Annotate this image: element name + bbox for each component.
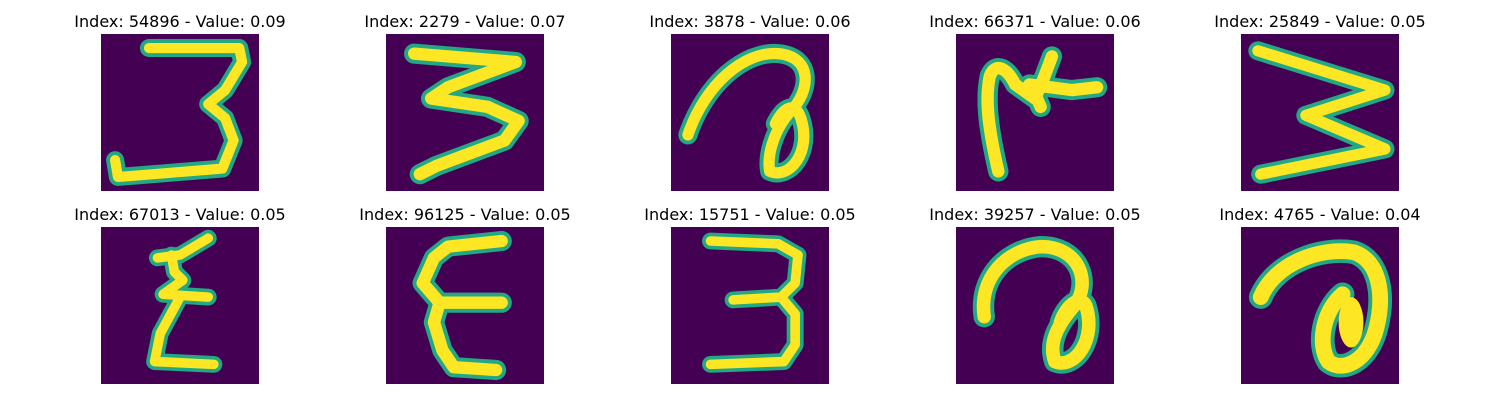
panel-title: Index: 2279 - Value: 0.07: [364, 12, 566, 31]
digit-panel-2: Index: 2279 - Value: 0.07: [355, 12, 575, 191]
digit-panel-1: Index: 54896 - Value: 0.09: [70, 12, 290, 191]
panel-title: Index: 39257 - Value: 0.05: [929, 205, 1141, 224]
panel-title: Index: 15751 - Value: 0.05: [644, 205, 856, 224]
digit-panel-7: Index: 96125 - Value: 0.05: [355, 205, 575, 384]
panel-title: Index: 96125 - Value: 0.05: [359, 205, 571, 224]
digit-panel-9: Index: 39257 - Value: 0.05: [925, 205, 1145, 384]
panel-title: Index: 66371 - Value: 0.06: [929, 12, 1141, 31]
panel-title: Index: 67013 - Value: 0.05: [74, 205, 286, 224]
three-icon: [671, 227, 829, 384]
epsilon-icon: [386, 227, 544, 384]
panel-title: Index: 4765 - Value: 0.04: [1219, 205, 1421, 224]
panel-title: Index: 54896 - Value: 0.09: [74, 12, 286, 31]
digit-panel-8: Index: 15751 - Value: 0.05: [640, 205, 860, 384]
three-zigzag-icon: [386, 34, 544, 191]
panel-title: Index: 25849 - Value: 0.05: [1214, 12, 1426, 31]
digit-panel-6: Index: 67013 - Value: 0.05: [70, 205, 290, 384]
digit-panel-3: Index: 3878 - Value: 0.06: [640, 12, 860, 191]
loop-blob-icon: [1241, 227, 1399, 384]
loop-a-icon: [956, 227, 1114, 384]
zigzag-w-icon: [1241, 34, 1399, 191]
hook-with-cross-icon: [956, 34, 1114, 191]
digit-panel-4: Index: 66371 - Value: 0.06: [925, 12, 1145, 191]
three-flat-bottom-icon: [101, 34, 259, 191]
zigzag-z-icon: [101, 227, 259, 384]
digit-panel-5: Index: 25849 - Value: 0.05: [1210, 12, 1430, 191]
panel-title: Index: 3878 - Value: 0.06: [649, 12, 851, 31]
loop-hook-icon: [671, 34, 829, 191]
digit-panel-10: Index: 4765 - Value: 0.04: [1210, 205, 1430, 384]
